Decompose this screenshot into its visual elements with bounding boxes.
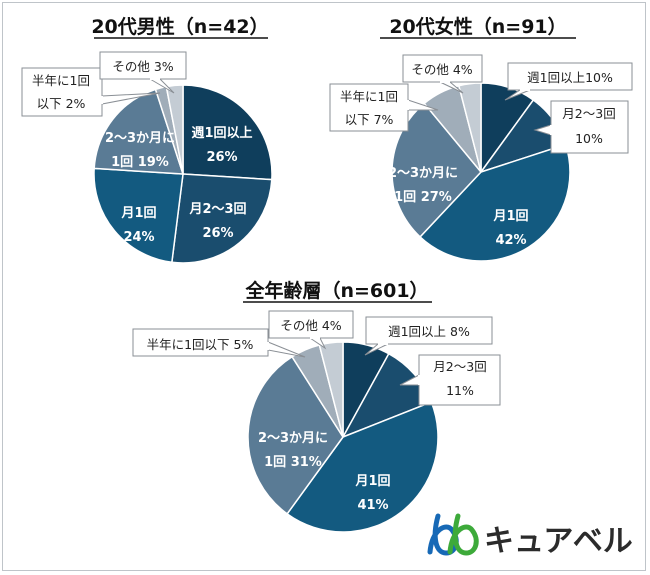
chart-title: 20代男性（n=42） (91, 15, 268, 38)
slice-label: 月2～3回 (188, 202, 246, 217)
callout-box (365, 316, 493, 345)
callout-label: 半年に1回 (340, 89, 398, 104)
slice-label: 26% (206, 150, 237, 165)
slice-label: 2～3か月に (105, 131, 175, 146)
slice-label: 1回 19% (111, 155, 169, 170)
pie-slice-every2_3months (247, 355, 344, 515)
callout-halfyear: 半年に1回以下 5% (132, 328, 306, 358)
slice-label: 2～3か月に (388, 166, 458, 181)
pie-slice-monthly2_3 (171, 173, 273, 264)
callout-weekly: 週1回以上10% (504, 62, 633, 101)
callout-label: 半年に1回以下 5% (147, 337, 254, 352)
pie-slice-every2_3months (93, 88, 185, 175)
callout-label: 以下 2% (37, 96, 86, 111)
callout-box (329, 83, 409, 132)
slice-label: 41% (357, 498, 388, 513)
pie-slice-monthly1 (286, 401, 439, 533)
chart-title: 20代女性（n=91） (389, 15, 566, 38)
slice-label: 月1回 (120, 206, 156, 221)
callout-label: 11% (446, 383, 474, 398)
brand-logo: キュアベル (427, 513, 633, 559)
slice-label: 週1回以上 (191, 126, 252, 141)
callout-other: その他 3% (99, 51, 187, 94)
callout-label: 半年に1回 (32, 73, 90, 88)
callout-other: その他 4% (268, 310, 354, 350)
callout-monthly2_3: 月2～3回 11% (399, 354, 501, 406)
slice-label: 1回 27% (394, 190, 452, 205)
pie-slice-every2_3months (391, 102, 482, 238)
callout-halfyear: 半年に1回以下 2% (21, 67, 161, 117)
callout-label: 以下 7% (345, 112, 394, 127)
callout-weekly: 週1回以上 8% (364, 316, 493, 356)
callout-label: 月2～3回 (433, 359, 486, 374)
pie-slice-monthly1 (419, 143, 571, 262)
pie-slice-other (318, 341, 344, 438)
slice-label: 2～3か月に (258, 431, 328, 446)
callout-label: 10% (575, 131, 603, 146)
pie-slice-other (457, 82, 482, 173)
callout-box (21, 67, 103, 117)
callout-monthly2_3: 月2～3回 10% (533, 100, 629, 154)
callout-pointer (267, 341, 306, 358)
callout-box (507, 62, 633, 91)
slice-label: 42% (495, 233, 526, 248)
callout-halfyear: 半年に1回以下 7% (329, 83, 439, 132)
slice-label: 月1回 (492, 209, 528, 224)
callout-label: その他 4% (280, 318, 341, 333)
callout-label: 週1回以上 8% (388, 324, 470, 339)
double-loop-logo-icon (427, 513, 479, 556)
pie-slice-monthly1 (93, 167, 184, 264)
brand-name: キュアベル (484, 524, 633, 559)
logo-loop-green (447, 513, 479, 556)
callout-box (402, 54, 483, 83)
pie-chart-3: 全年齢層（n=601） 週1回以上 8% 月2～3回 11% 月1回 41% 2～3か月に 1… (132, 279, 501, 533)
callout-box (99, 51, 187, 80)
slice-label: 24% (123, 230, 154, 245)
callout-box (550, 100, 629, 154)
slice-label: 26% (202, 226, 233, 241)
callout-other: その他 4% (402, 54, 483, 94)
callout-label: その他 4% (411, 62, 472, 77)
chart-title: 全年齢層（n=601） (244, 279, 428, 302)
slice-label: 月1回 (354, 474, 390, 489)
callout-box (268, 310, 354, 339)
slice-label: 1回 31% (264, 455, 322, 470)
callout-label: 週1回以上10% (527, 70, 613, 85)
pie-chart-1: 20代男性（n=42） 週1回以上 26% 月2～3回 26% 月1回 24% 2～3か月に 1… (21, 15, 273, 264)
callout-label: その他 3% (112, 59, 173, 74)
pie-chart-2: 20代女性（n=91） 週1回以上10% 月2～3回 10% 月1回 42% 2～3か月に 1… (329, 15, 633, 262)
pie-slice-weekly (182, 84, 273, 181)
callout-label: 月2～3回 (562, 106, 615, 121)
